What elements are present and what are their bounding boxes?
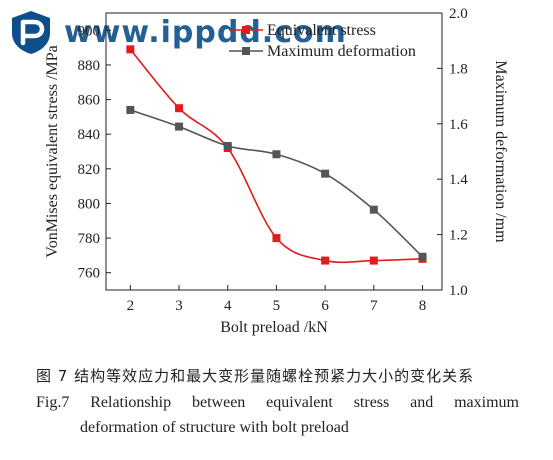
legend-label-equivalent-stress: Equivalent stress	[267, 22, 376, 39]
legend-label-maximum-deformation: Maximum deformation	[267, 43, 416, 60]
left-tick-label: 760	[78, 266, 101, 282]
data-point-equivalent-stress	[126, 45, 135, 54]
left-tick-label: 840	[78, 127, 101, 143]
ippdd-logo-icon	[12, 11, 50, 54]
legend-marker-maximum-deformation	[242, 47, 250, 55]
x-tick-label: 7	[370, 298, 378, 314]
data-point-maximum-deformation	[175, 122, 184, 131]
right-tick-label: 1.8	[449, 61, 468, 77]
right-tick-label: 1.4	[449, 172, 468, 188]
x-tick-label: 3	[175, 298, 183, 314]
data-point-maximum-deformation	[223, 141, 232, 150]
watermark: www.ippdd.com	[8, 6, 347, 58]
right-tick-label: 2.0	[449, 6, 468, 22]
left-tick-label: 880	[78, 58, 101, 74]
legend-marker-equivalent-stress	[242, 26, 250, 34]
caption-english-line2: deformation of structure with bolt prelo…	[80, 419, 349, 436]
data-point-maximum-deformation	[369, 205, 378, 214]
x-tick-label: 4	[224, 298, 232, 314]
right-tick-label: 1.6	[449, 117, 468, 133]
x-tick-label: 8	[419, 298, 427, 314]
data-point-maximum-deformation	[321, 169, 330, 178]
data-point-equivalent-stress	[321, 256, 330, 265]
left-tick-label: 900	[78, 23, 101, 39]
x-axis-title: Bolt preload /kN	[220, 319, 328, 336]
watermark-text: www.ippdd.com	[64, 14, 347, 50]
x-tick-label: 6	[321, 298, 329, 314]
left-tick-label: 860	[78, 93, 101, 109]
data-point-maximum-deformation	[418, 252, 427, 261]
dual-axis-line-chart: 2 3 4 5 6 7 8 760 780 800 820 840 860 880 900 1.0 1.2 1.4…	[44, 6, 509, 336]
caption-english-line1: Fig.7 Relationship between equivalent st…	[36, 394, 519, 411]
left-tick-label: 800	[78, 196, 101, 212]
right-tick-label: 1.2	[449, 228, 468, 244]
x-tick-label: 5	[273, 298, 281, 314]
x-tick-label: 2	[127, 298, 135, 314]
data-point-equivalent-stress	[369, 256, 378, 265]
data-point-equivalent-stress	[175, 104, 184, 113]
data-point-equivalent-stress	[272, 234, 281, 243]
data-point-maximum-deformation	[272, 150, 281, 159]
left-tick-label: 820	[78, 162, 101, 178]
right-tick-label: 1.0	[449, 283, 468, 299]
left-tick-label: 780	[78, 231, 101, 247]
caption-chinese: 图 7 结构等效应力和最大变形量随螺栓预紧力大小的变化关系	[36, 367, 475, 385]
right-axis-title: Maximum deformation /mm	[492, 60, 509, 243]
plot-frame	[105, 12, 443, 291]
data-point-maximum-deformation	[126, 105, 135, 114]
left-axis-title: VonMises equivalent stress /MPa	[44, 45, 61, 258]
